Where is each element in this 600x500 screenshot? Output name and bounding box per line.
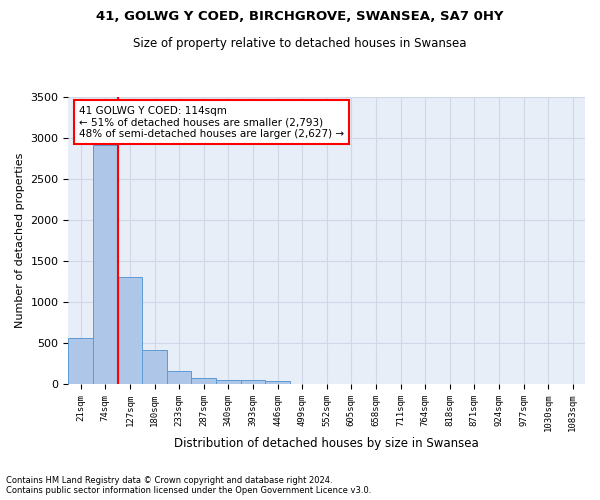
Text: 41 GOLWG Y COED: 114sqm
← 51% of detached houses are smaller (2,793)
48% of semi: 41 GOLWG Y COED: 114sqm ← 51% of detache… — [79, 106, 344, 139]
X-axis label: Distribution of detached houses by size in Swansea: Distribution of detached houses by size … — [175, 437, 479, 450]
Text: 41, GOLWG Y COED, BIRCHGROVE, SWANSEA, SA7 0HY: 41, GOLWG Y COED, BIRCHGROVE, SWANSEA, S… — [96, 10, 504, 23]
Bar — [167, 372, 191, 384]
Bar — [241, 380, 265, 384]
Bar — [118, 276, 142, 384]
Bar — [93, 144, 118, 384]
Bar — [265, 381, 290, 384]
Y-axis label: Number of detached properties: Number of detached properties — [15, 153, 25, 328]
Bar — [68, 338, 93, 384]
Bar — [191, 378, 216, 384]
Text: Size of property relative to detached houses in Swansea: Size of property relative to detached ho… — [133, 38, 467, 51]
Bar — [216, 380, 241, 384]
Bar — [142, 350, 167, 384]
Text: Contains HM Land Registry data © Crown copyright and database right 2024.
Contai: Contains HM Land Registry data © Crown c… — [6, 476, 371, 495]
